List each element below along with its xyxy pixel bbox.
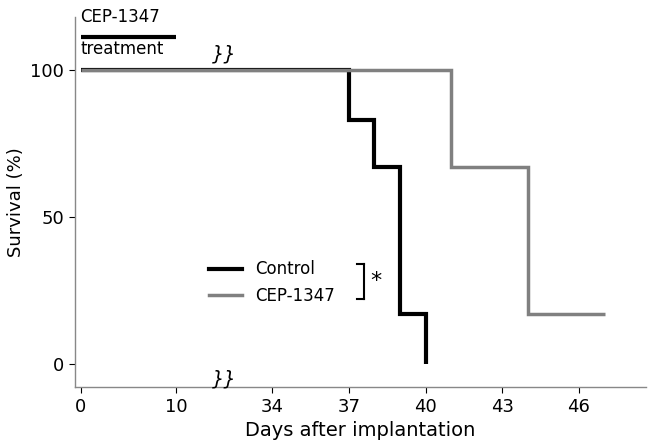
Text: CEP-1347: CEP-1347	[80, 8, 160, 25]
Text: *: *	[370, 271, 381, 291]
X-axis label: Days after implantation: Days after implantation	[246, 421, 475, 440]
Text: treatment: treatment	[80, 40, 164, 58]
Y-axis label: Survival (%): Survival (%)	[7, 147, 25, 257]
Text: }}: }}	[212, 45, 236, 64]
Text: }}: }}	[212, 370, 236, 388]
Legend: Control, CEP-1347: Control, CEP-1347	[209, 260, 335, 305]
